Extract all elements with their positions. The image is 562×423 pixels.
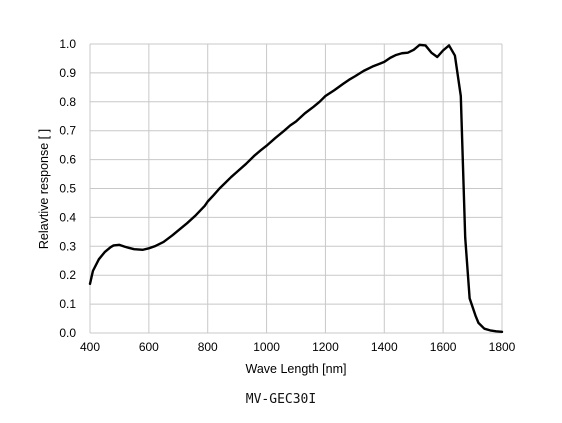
- x-tick-label: 1200: [312, 340, 339, 354]
- camera-model-caption: MV-GEC30I: [245, 392, 317, 407]
- y-tick-label: 0.5: [59, 182, 76, 196]
- x-tick-label: 1800: [489, 340, 516, 354]
- y-tick-label: 0.0: [59, 326, 76, 340]
- y-tick-labels: 0.0 0.1 0.2 0.3 0.4 0.5 0.6 0.7 0.8 0.9 1.0: [59, 37, 76, 340]
- x-tick-label: 1400: [371, 340, 398, 354]
- x-tick-label: 800: [198, 340, 218, 354]
- y-tick-label: 0.3: [59, 239, 76, 253]
- y-tick-label: 0.9: [59, 66, 76, 80]
- y-axis-title: Relavtive response [ ]: [37, 129, 51, 249]
- x-tick-label: 1000: [253, 340, 280, 354]
- x-tick-labels: 400 600 800 1000 1200 1400 1600 1800: [80, 340, 516, 354]
- x-tick-label: 400: [80, 340, 100, 354]
- y-tick-label: 0.8: [59, 95, 76, 109]
- x-axis-title: Wave Length [nm]: [246, 362, 347, 376]
- x-tick-label: 1600: [430, 340, 457, 354]
- grid: [89, 43, 503, 334]
- y-tick-label: 0.4: [59, 210, 76, 224]
- y-tick-label: 0.1: [59, 297, 76, 311]
- response-curve-line: [88, 43, 504, 334]
- series-layer: [88, 43, 504, 334]
- y-tick-label: 0.7: [59, 124, 76, 138]
- y-tick-label: 0.2: [59, 268, 76, 282]
- y-tick-label: 0.6: [59, 153, 76, 167]
- x-tick-label: 600: [139, 340, 159, 354]
- y-tick-label: 1.0: [59, 37, 76, 51]
